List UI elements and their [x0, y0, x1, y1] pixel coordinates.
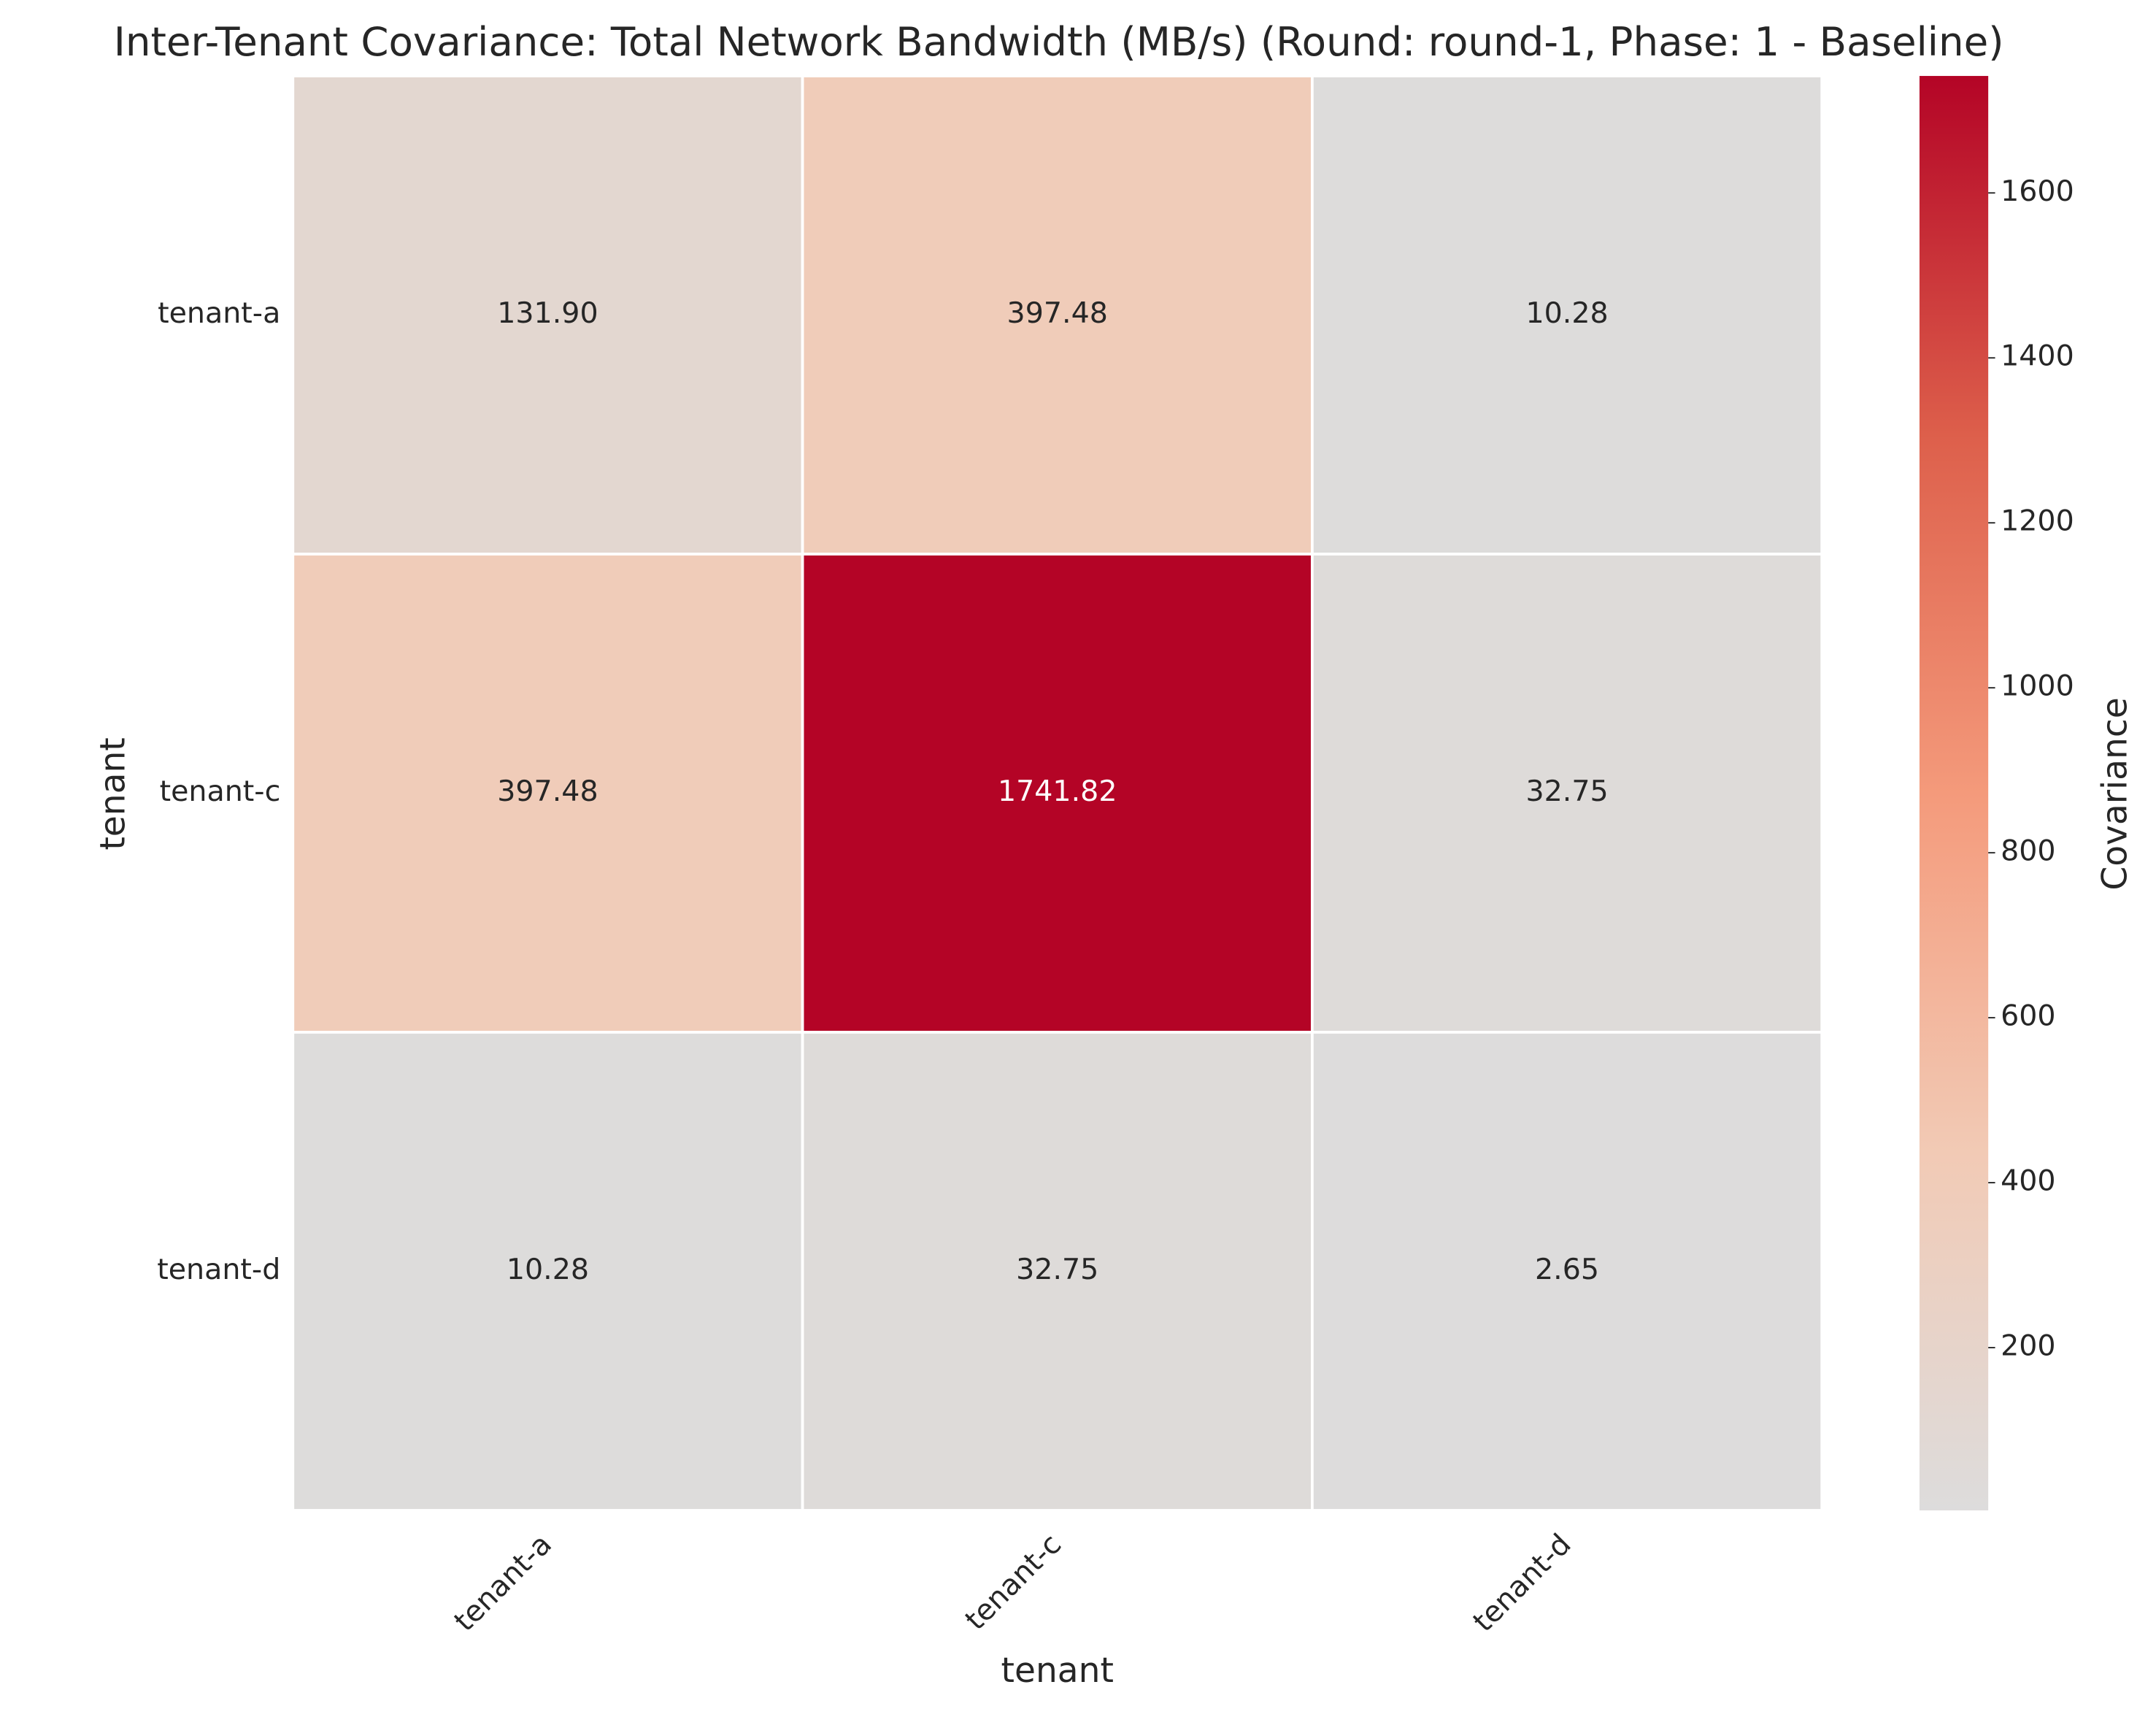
- chart-title: Inter-Tenant Covariance: Total Network B…: [114, 18, 2004, 65]
- heatmap-cell: [801, 1031, 1314, 1512]
- colorbar-tick-label: 1400: [2001, 339, 2074, 373]
- x-tick-label: tenant-a: [447, 1527, 558, 1637]
- heatmap-cell: [291, 1031, 804, 1512]
- colorbar-tick-label: 1200: [2001, 504, 2074, 538]
- colorbar-tick-label: 1000: [2001, 669, 2074, 703]
- colorbar-tick-label: 800: [2001, 834, 2055, 868]
- heatmap-cell: [1311, 1031, 1824, 1512]
- heatmap-cell: [1311, 74, 1824, 556]
- x-tick-label: tenant-d: [1466, 1527, 1577, 1638]
- y-tick-label: tenant-a: [158, 296, 280, 330]
- cell-label: 131.90: [497, 296, 598, 330]
- colorbar-tick-label: 400: [2001, 1164, 2055, 1198]
- cell-label: 1741.82: [998, 775, 1117, 808]
- cell-label: 10.28: [507, 1253, 589, 1286]
- y-tick-label: tenant-c: [160, 775, 281, 808]
- colorbar-tick-label: 200: [2001, 1329, 2055, 1363]
- cell-label: 10.28: [1525, 296, 1608, 330]
- y-tick-label: tenant-d: [157, 1253, 280, 1286]
- cell-label: 397.48: [1007, 296, 1108, 330]
- heatmap-cell: [291, 553, 804, 1034]
- heatmap-cell: [291, 74, 804, 556]
- cell-label: 2.65: [1535, 1253, 1599, 1286]
- y-axis-label: tenant: [93, 737, 134, 850]
- heatmap-cell: [1311, 553, 1824, 1034]
- colorbar: [1919, 76, 1989, 1510]
- heatmap-cell: [801, 74, 1314, 556]
- x-axis-label: tenant: [1001, 1651, 1114, 1691]
- colorbar-label: Covariance: [2095, 697, 2136, 890]
- cell-label: 397.48: [497, 775, 598, 808]
- cell-label: 32.75: [1016, 1253, 1098, 1286]
- colorbar-tick-label: 600: [2001, 999, 2055, 1033]
- colorbar-tick-label: 1600: [2001, 174, 2074, 208]
- x-tick-label: tenant-c: [959, 1527, 1069, 1637]
- cell-label: 32.75: [1525, 775, 1608, 808]
- heatmap-cell: [801, 553, 1314, 1034]
